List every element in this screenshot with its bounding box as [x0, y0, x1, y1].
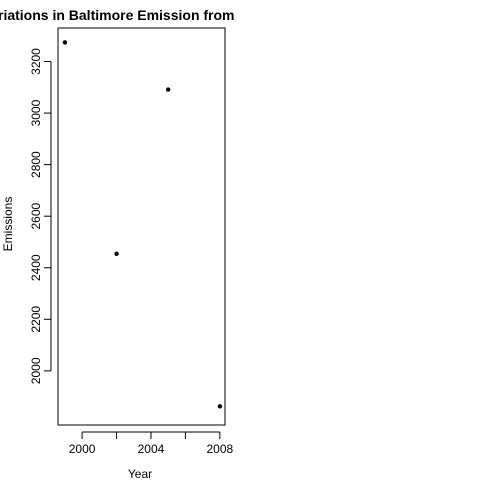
y-axis-label: Emissions: [1, 197, 15, 252]
y-tick-label: 2200: [29, 306, 43, 333]
y-tick-label: 2800: [29, 151, 43, 178]
data-points: [62, 40, 223, 409]
data-point: [217, 404, 223, 409]
y-tick-label: 3000: [29, 99, 43, 126]
data-point: [114, 251, 119, 257]
y-tick-label: 2400: [29, 254, 43, 281]
plot-area-frame: [57, 27, 226, 426]
x-axis-label: Year: [128, 467, 152, 480]
x-tick-label: 2004: [138, 442, 165, 456]
y-tick-label: 2600: [29, 203, 43, 230]
y-tick-label: 3200: [29, 48, 43, 75]
data-point: [62, 40, 68, 45]
y-tick-label: 2000: [29, 357, 43, 384]
y-axis: 2000 2200 2400 2600 2800 3000 3200: [29, 48, 52, 384]
chart-title: riations in Baltimore Emission from: [0, 7, 235, 23]
x-axis: 2000 2004 2008: [69, 431, 234, 456]
x-tick-label: 2008: [206, 442, 233, 456]
data-point: [165, 87, 171, 92]
x-tick-label: 2000: [69, 442, 96, 456]
